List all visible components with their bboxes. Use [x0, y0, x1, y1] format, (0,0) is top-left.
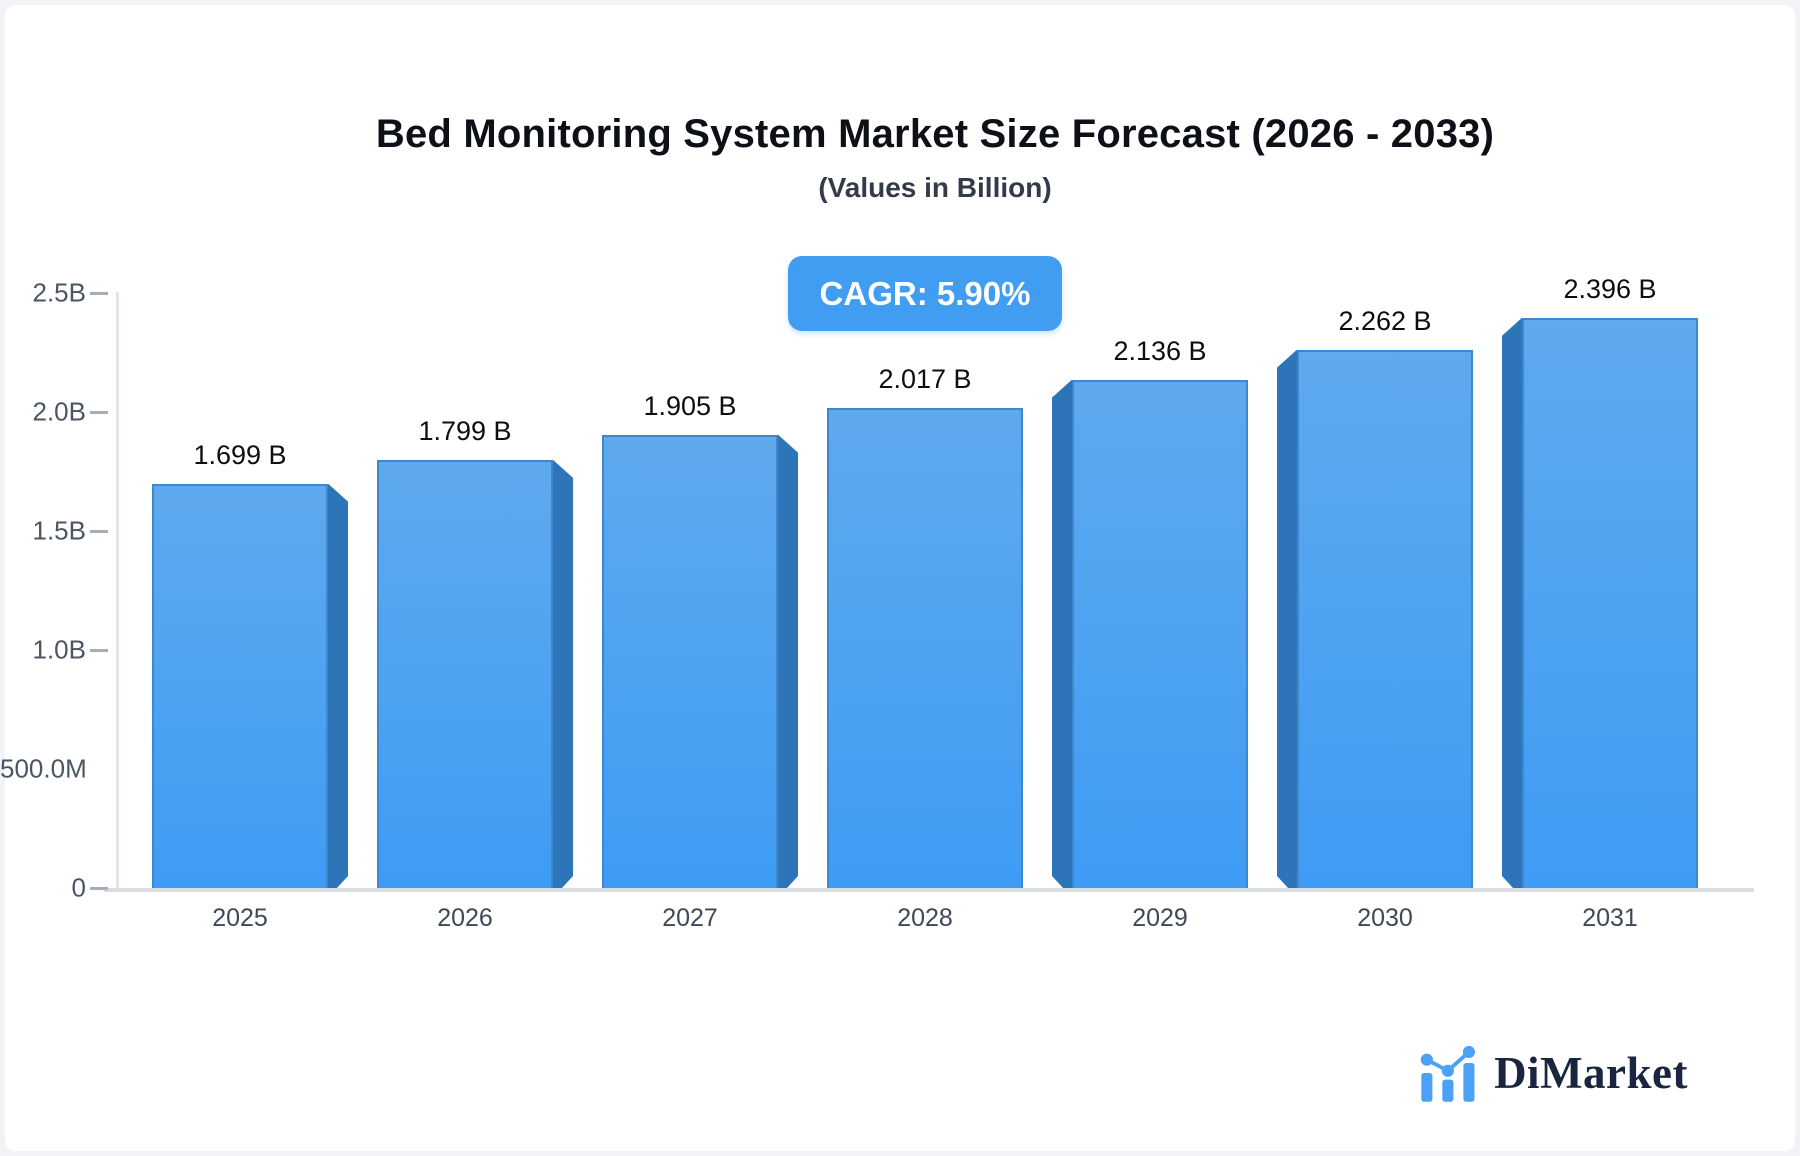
y-tick-label: 2.5B	[32, 277, 87, 308]
bar-side-face	[1277, 350, 1297, 888]
cagr-badge: CAGR: 5.90%	[788, 256, 1062, 331]
x-axis-label: 2028	[897, 903, 953, 932]
bar-value-label: 2.396 B	[1563, 273, 1657, 304]
bar-value-label: 2.017 B	[878, 363, 972, 394]
bar-side-face	[328, 484, 348, 888]
bar-side-face	[778, 435, 798, 888]
bar-side-face	[553, 460, 573, 888]
bar-value-label: 2.136 B	[1113, 335, 1207, 366]
bar-value-label: 1.799 B	[418, 415, 512, 446]
y-tick-label: 0	[71, 872, 86, 903]
x-axis-label: 2027	[662, 903, 718, 932]
y-tick-dash	[90, 648, 108, 652]
bar: 1.799 B 2026	[377, 416, 573, 932]
x-axis-label: 2029	[1132, 903, 1188, 932]
x-axis-label: 2026	[437, 903, 493, 932]
y-tick-label: 500.0M	[0, 753, 87, 784]
x-axis-label: 2030	[1357, 903, 1413, 932]
bar-face	[1522, 317, 1698, 888]
bar-side-face	[1052, 380, 1072, 888]
bar-face	[152, 483, 328, 888]
y-tick-dash	[90, 886, 108, 890]
bar-value-label: 2.262 B	[1338, 305, 1432, 336]
x-axis-label: 2025	[212, 903, 268, 932]
y-tick-dash	[90, 529, 108, 533]
bar-value-label: 1.905 B	[643, 390, 737, 421]
x-axis-baseline	[104, 888, 1754, 892]
y-tick-dash	[90, 410, 108, 414]
y-tick-dash	[90, 291, 108, 295]
x-axis-label: 2031	[1582, 903, 1638, 932]
y-tick-label: 1.5B	[32, 515, 87, 546]
brand-logo: DiMarket	[1418, 1042, 1688, 1104]
bar-side-face	[1502, 318, 1522, 888]
bar-face	[1072, 379, 1248, 888]
bar: 2.136 B 2029	[1052, 336, 1248, 932]
bar: 2.262 B 2030	[1277, 306, 1473, 932]
bar: 1.905 B 2027	[602, 391, 798, 932]
bar-value-label: 1.699 B	[193, 439, 287, 470]
bar-face	[1297, 349, 1473, 888]
chart-title: Bed Monitoring System Market Size Foreca…	[375, 112, 1495, 156]
bar: 2.396 B 2031	[1502, 274, 1698, 932]
brand-name: DiMarket	[1494, 1048, 1688, 1098]
y-tick-label: 1.0B	[32, 634, 87, 665]
bar-face	[377, 459, 553, 888]
bar: 2.017 B 2028	[827, 364, 1023, 932]
chart-subtitle: (Values in Billion)	[818, 172, 1052, 203]
y-tick-label: 2.0B	[32, 396, 87, 427]
bar: 1.699 B 2025	[152, 440, 348, 932]
y-axis-line	[116, 292, 119, 892]
bar-face	[602, 434, 778, 888]
bar-face	[827, 407, 1023, 888]
bar-chart-logo-icon	[1418, 1042, 1480, 1104]
